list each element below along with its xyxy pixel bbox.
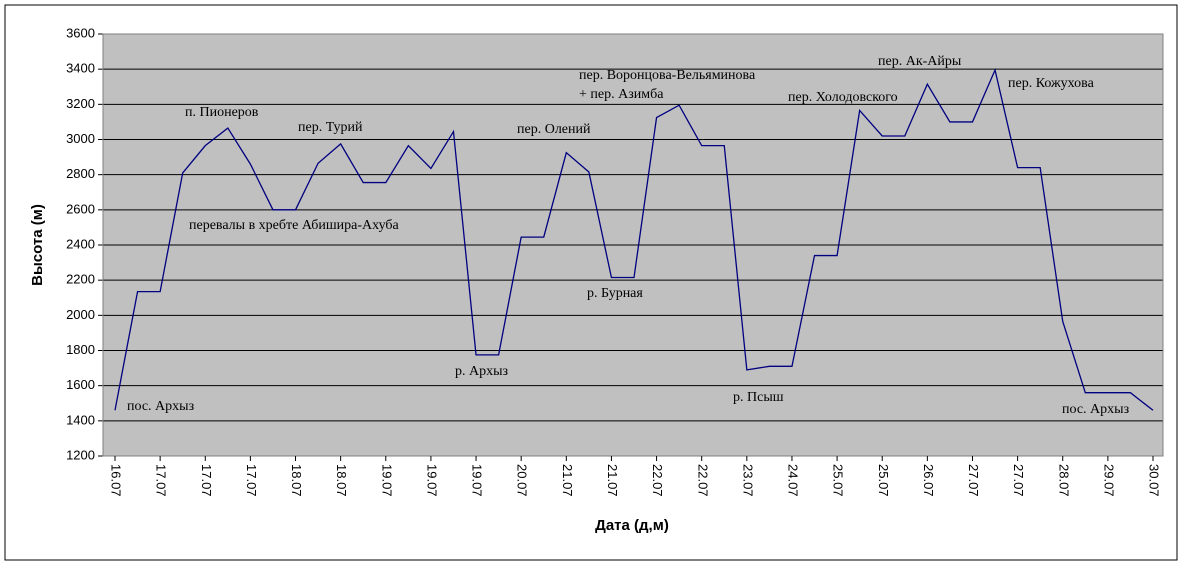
x-tick-label: 18.07: [334, 464, 349, 497]
x-tick-label: 30.07: [1147, 464, 1162, 497]
annotation: п. Пионеров: [185, 105, 259, 120]
annotation: р. Псыш: [733, 390, 784, 405]
annotation: пер. Холодовского: [788, 90, 898, 105]
x-tick-label: 29.07: [1101, 464, 1116, 497]
y-tick-label: 1200: [66, 447, 95, 462]
annotation: пер. Ак-Айры: [878, 54, 962, 69]
annotation: + пер. Азимба: [579, 87, 664, 102]
annotation: пер. Кожухова: [1008, 76, 1095, 91]
x-tick-label: 19.07: [379, 464, 394, 497]
x-tick-label: 17.07: [154, 464, 169, 497]
x-tick-label: 27.07: [1011, 464, 1026, 497]
plot-border: [102, 33, 1164, 457]
x-tick-label: 19.07: [424, 464, 439, 497]
x-tick-label: 19.07: [470, 464, 485, 497]
y-tick-label: 2600: [66, 201, 95, 216]
y-tick-label: 1400: [66, 412, 95, 427]
annotation: перевалы в хребте Абишира-Ахуба: [189, 218, 400, 233]
x-tick-label: 23.07: [740, 464, 755, 497]
annotation: р. Архыз: [455, 364, 509, 379]
y-axis-label: Высота (м): [29, 204, 46, 286]
x-tick-label: 26.07: [921, 464, 936, 497]
y-tick-label: 2200: [66, 272, 95, 287]
x-axis-label: Дата (д,м): [595, 517, 669, 534]
y-tick-label: 2800: [66, 166, 95, 181]
x-tick-label: 25.07: [831, 464, 846, 497]
y-tick-label: 1800: [66, 342, 95, 357]
y-tick-label: 2400: [66, 236, 95, 251]
x-tick-label: 27.07: [966, 464, 981, 497]
frame: [4, 4, 1178, 561]
y-tick-label: 3000: [66, 131, 95, 146]
y-tick-label: 1600: [66, 377, 95, 392]
x-tick-label: 22.07: [650, 464, 665, 497]
annotation: пос. Архыз: [127, 399, 195, 414]
y-tick-label: 3600: [66, 25, 95, 40]
x-tick-label: 18.07: [289, 464, 304, 497]
x-tick-label: 21.07: [605, 464, 620, 497]
x-tick-label: 16.07: [109, 464, 124, 497]
x-tick-label: 20.07: [515, 464, 530, 497]
line-series: [114, 67, 1154, 411]
y-tick-label: 3400: [66, 61, 95, 76]
annotation: пер. Олений: [517, 122, 591, 137]
x-tick-label: 24.07: [786, 464, 801, 497]
x-tick-label: 22.07: [695, 464, 710, 497]
annotation: пер. Турий: [298, 120, 363, 135]
x-tick-label: 17.07: [244, 464, 259, 497]
annotation: пос. Архыз: [1062, 402, 1130, 417]
y-tick-label: 2000: [66, 307, 95, 322]
x-tick-label: 25.07: [876, 464, 891, 497]
x-tick-label: 21.07: [560, 464, 575, 497]
x-tick-label: 17.07: [199, 464, 214, 497]
annotation: р. Бурная: [587, 286, 643, 301]
annotation: пер. Воронцова-Вельяминова: [579, 68, 756, 83]
x-tick-label: 28.07: [1056, 464, 1071, 497]
y-tick-label: 3200: [66, 96, 95, 111]
